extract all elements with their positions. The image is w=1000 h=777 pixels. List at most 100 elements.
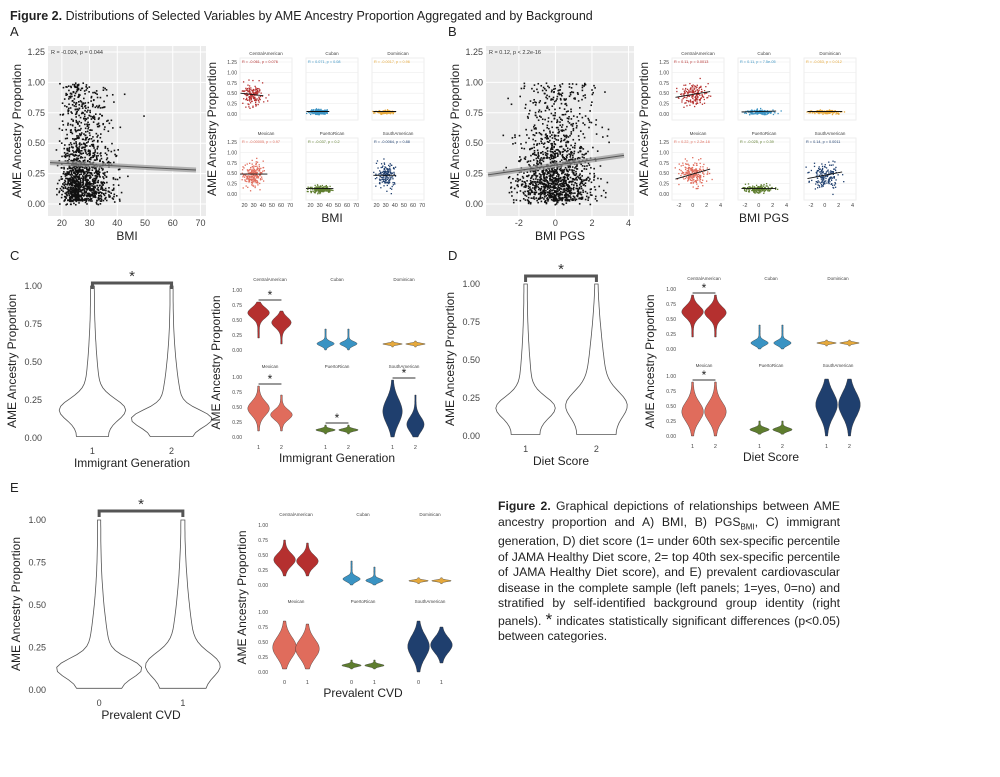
scatter-point <box>539 189 542 192</box>
scatter-point <box>552 192 555 194</box>
scatter-point <box>77 194 79 197</box>
scatter-point <box>81 197 83 199</box>
facet-point <box>251 163 253 165</box>
scatter-point <box>569 134 571 137</box>
facet-point <box>372 110 374 113</box>
facet-point <box>692 96 694 98</box>
scatter-point <box>88 161 91 163</box>
facet-correlation-annotation: R = -0.025, p = 0.39 <box>740 140 774 144</box>
scatter-point <box>528 183 531 185</box>
scatter-point <box>552 160 555 163</box>
facet-point <box>246 175 248 177</box>
scatter-point <box>72 193 74 196</box>
scatter-point <box>557 135 560 137</box>
facet-point <box>319 186 322 188</box>
facet-point <box>766 185 768 187</box>
facet-point <box>691 87 693 89</box>
scatter-point <box>571 158 573 161</box>
facet-point <box>700 97 702 100</box>
scatter-point <box>78 183 80 185</box>
facet-point <box>693 174 695 176</box>
scatter-point <box>547 172 550 174</box>
scatter-point <box>540 176 542 178</box>
scatter-point <box>562 178 564 181</box>
facet-point <box>695 168 698 170</box>
scatter-point <box>545 195 548 197</box>
facet-point <box>752 188 754 190</box>
scatter-point <box>99 107 102 109</box>
facet-point <box>840 111 842 113</box>
scatter-point <box>529 165 531 167</box>
scatter-point <box>572 195 575 198</box>
scatter-point <box>537 82 540 85</box>
facet-point <box>252 175 254 177</box>
scatter-point <box>66 152 68 155</box>
facet-point <box>248 90 251 92</box>
scatter-point <box>564 138 566 141</box>
facet-panel <box>371 137 425 201</box>
facet-point <box>749 186 751 188</box>
facet-point <box>330 189 333 191</box>
facet-point <box>826 111 829 113</box>
scatter-point <box>580 193 583 196</box>
facet-point <box>834 110 836 112</box>
facet-point <box>387 180 390 182</box>
facet-point <box>691 94 693 97</box>
facet-point <box>688 95 691 97</box>
facet-point <box>256 175 259 178</box>
scatter-point <box>74 191 77 193</box>
scatter-point <box>597 177 599 180</box>
scatter-point <box>101 106 104 109</box>
facet-point <box>752 189 755 191</box>
scatter-point <box>581 180 584 183</box>
facet-point <box>390 176 393 178</box>
facet-point <box>773 110 775 113</box>
scatter-point <box>551 178 553 181</box>
scatter-point <box>103 106 106 108</box>
facet-point <box>383 177 385 179</box>
scatter-point <box>77 169 79 171</box>
scatter-point <box>593 167 595 170</box>
facet-point <box>249 171 252 174</box>
scatter-point <box>549 154 552 157</box>
facet-point <box>827 180 829 183</box>
facet-point <box>834 183 837 185</box>
scatter-point <box>76 129 79 132</box>
scatter-point <box>532 138 534 141</box>
scatter-point <box>72 178 75 181</box>
scatter-point <box>58 190 61 193</box>
scatter-point <box>569 156 572 158</box>
scatter-point <box>560 102 563 105</box>
scatter-point <box>542 169 545 171</box>
facet-point <box>744 111 746 114</box>
scatter-point <box>527 117 529 119</box>
scatter-point <box>120 191 123 194</box>
scatter-point <box>78 142 81 144</box>
facet-panel <box>239 57 293 121</box>
facet-point <box>692 102 694 104</box>
scatter-point <box>95 193 97 195</box>
scatter-point <box>67 186 70 189</box>
scatter-point <box>117 168 120 171</box>
facet-point <box>249 91 251 93</box>
facet-point <box>761 109 763 111</box>
scatter-point <box>106 181 108 184</box>
scatter-point <box>112 177 115 179</box>
scatter-point <box>100 133 102 135</box>
facet-point <box>263 101 265 103</box>
scatter-point <box>587 199 589 201</box>
facet-point <box>688 171 691 173</box>
facet-point <box>756 112 759 115</box>
scatter-point <box>527 187 530 190</box>
facet-point <box>249 178 251 181</box>
facet-point <box>822 113 824 115</box>
scatter-point <box>547 117 550 119</box>
scatter-point <box>81 105 84 107</box>
facet-point <box>250 176 252 178</box>
scatter-point <box>71 191 73 194</box>
scatter-point <box>566 154 569 156</box>
facet-point <box>699 177 701 179</box>
scatter-point <box>562 113 565 116</box>
scatter-point <box>552 199 554 202</box>
